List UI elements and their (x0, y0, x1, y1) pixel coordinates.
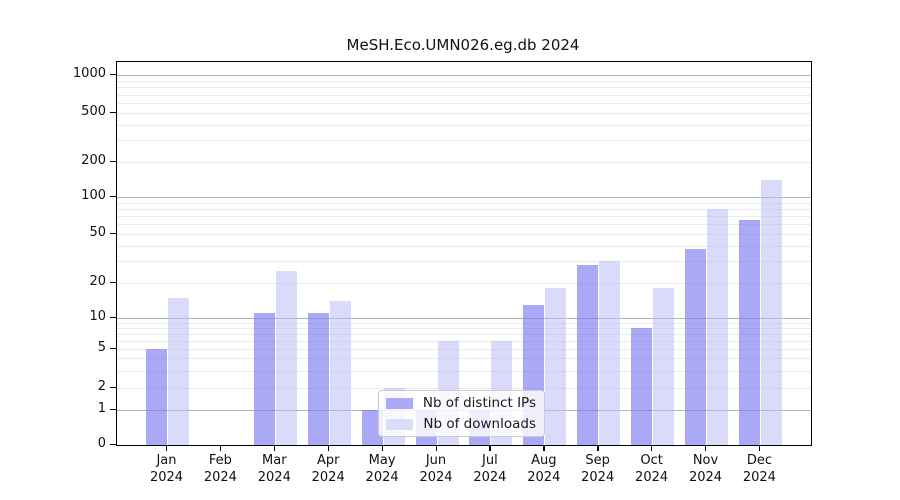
minor-gridline (117, 103, 811, 104)
legend-label-distinct-ips: Nb of distinct IPs (422, 395, 536, 411)
x-tick-label-aug: Aug 2024 (527, 453, 561, 485)
y-tick-mark (110, 111, 116, 113)
x-tick-label-feb: Feb 2024 (203, 453, 237, 485)
x-tick-mark (597, 445, 599, 451)
y-tick-label: 1 (97, 401, 106, 416)
y-tick-label: 100 (81, 188, 106, 203)
x-tick-mark (651, 445, 653, 451)
bar-distinct-ips-jan (146, 349, 167, 445)
minor-gridline (117, 340, 811, 342)
y-tick-label: 10 (89, 309, 106, 324)
y-tick-mark (110, 232, 116, 234)
y-tick-label: 200 (81, 153, 106, 168)
minor-gridline (117, 358, 811, 360)
minor-gridline (117, 216, 811, 218)
legend-label-downloads: Nb of downloads (423, 416, 536, 432)
bar-distinct-ips-dec (738, 219, 760, 445)
bar-downloads-nov (707, 208, 728, 445)
legend-item-distinct-ips: Nb of distinct IPs (385, 395, 536, 411)
bar-downloads-jan (168, 297, 189, 445)
bar-downloads-oct (653, 288, 675, 445)
y-tick-label: 1000 (72, 66, 106, 81)
legend: Nb of distinct IPs Nb of downloads (378, 390, 545, 437)
x-tick-label-may: May 2024 (365, 453, 399, 485)
legend-item-downloads: Nb of downloads (386, 416, 536, 432)
x-tick-mark (489, 445, 491, 451)
minor-gridline (117, 327, 811, 329)
bar-downloads-dec (760, 180, 782, 445)
x-tick-mark (327, 445, 330, 451)
x-tick-label-jun: Jun 2024 (419, 453, 453, 485)
minor-gridline (117, 283, 811, 284)
x-tick-mark (381, 445, 383, 451)
minor-gridline (117, 87, 811, 89)
bar-distinct-ips-apr (307, 313, 329, 445)
x-tick-label-jan: Jan 2024 (149, 453, 184, 485)
minor-gridline (117, 208, 811, 210)
bar-downloads-mar (275, 271, 297, 445)
x-tick-label-sep: Sep 2024 (581, 453, 615, 485)
x-tick-mark (166, 445, 168, 451)
minor-gridline (117, 261, 811, 263)
minor-gridline (117, 322, 811, 324)
major-gridline (117, 318, 811, 319)
x-tick-mark (543, 445, 545, 451)
bar-downloads-sep (599, 261, 621, 445)
y-tick-label: 50 (89, 225, 106, 240)
plot-area (116, 61, 812, 446)
y-tick-mark (110, 281, 116, 283)
x-tick-label-dec: Dec 2024 (742, 453, 776, 485)
y-tick-mark (110, 160, 116, 162)
x-tick-mark (273, 445, 276, 451)
chart-title: MeSH.Eco.UMN026.eg.db 2024 (346, 36, 580, 54)
bar-distinct-ips-sep (577, 265, 599, 445)
x-tick-mark (219, 445, 222, 451)
minor-gridline (117, 113, 811, 114)
y-tick-mark (110, 347, 116, 349)
y-tick-label: 5 (97, 340, 106, 355)
minor-gridline (117, 224, 811, 226)
x-tick-label-mar: Mar 2024 (257, 453, 291, 485)
y-tick-label: 20 (89, 274, 106, 289)
bar-downloads-aug (545, 288, 567, 445)
y-tick-label: 500 (81, 104, 106, 119)
bar-distinct-ips-oct (631, 327, 653, 445)
y-tick-mark (110, 408, 116, 410)
x-tick-mark (435, 445, 437, 451)
minor-gridline (117, 124, 811, 126)
x-tick-mark (758, 445, 761, 451)
y-tick-mark (110, 195, 116, 197)
x-tick-label-nov: Nov 2024 (688, 453, 723, 485)
bar-distinct-ips-may (361, 410, 383, 445)
y-tick-mark (110, 73, 116, 75)
bar-distinct-ips-mar (253, 313, 275, 445)
bar-distinct-ips-nov (685, 248, 706, 445)
x-tick-label-apr: Apr 2024 (311, 453, 345, 485)
major-gridline (117, 197, 811, 198)
x-tick-mark (705, 445, 707, 451)
minor-gridline (117, 370, 811, 372)
x-tick-label-oct: Oct 2024 (635, 453, 669, 485)
minor-gridline (117, 245, 811, 247)
minor-gridline (117, 333, 811, 335)
y-tick-mark (110, 386, 116, 388)
minor-gridline (117, 202, 811, 204)
major-gridline (117, 75, 811, 76)
legend-swatch-downloads (386, 418, 414, 430)
legend-swatch-distinct-ips (385, 397, 413, 409)
minor-gridline (117, 349, 811, 350)
y-tick-label: 0 (97, 436, 106, 451)
bar-downloads-apr (329, 301, 351, 445)
minor-gridline (117, 234, 811, 235)
y-tick-mark (110, 316, 116, 318)
x-tick-label-jul: Jul 2024 (473, 453, 507, 485)
minor-gridline (117, 80, 811, 82)
y-tick-label: 2 (97, 379, 106, 394)
minor-gridline (117, 94, 811, 96)
minor-gridline (117, 162, 811, 163)
y-tick-mark (110, 443, 116, 445)
minor-gridline (117, 140, 811, 142)
minor-gridline (117, 388, 811, 389)
